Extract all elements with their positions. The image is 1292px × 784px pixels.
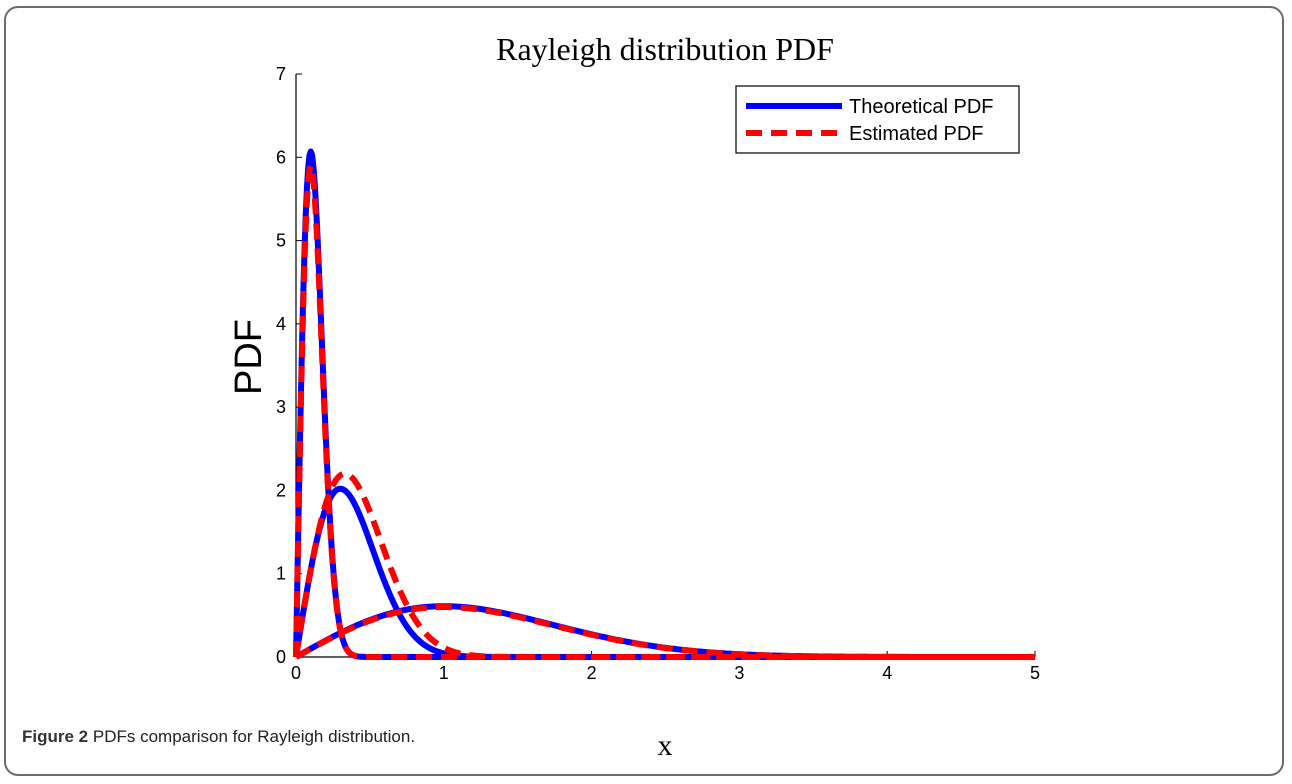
caption-text: PDFs comparison for Rayleigh distributio… [92,727,416,746]
chart-title: Rayleigh distribution PDF [496,31,834,67]
y-tick-label: 1 [276,564,286,584]
estimated-pdf-curve-2 [293,470,1037,660]
y-axis-label: PDF [228,319,270,395]
y-tick-label: 5 [276,231,286,251]
y-tick-label: 4 [276,314,286,334]
y-tick-label: 6 [276,147,286,167]
x-tick-label: 2 [587,663,597,683]
x-tick-label: 5 [1030,663,1040,683]
x-axis-label: x [658,729,673,762]
x-tick-label: 1 [439,663,449,683]
y-tick-label: 7 [276,64,286,84]
figure-caption: Figure 2 PDFs comparison for Rayleigh di… [22,727,415,747]
x-tick-label: 4 [882,663,892,683]
legend-box [735,85,1020,154]
legend-label: Estimated PDF [849,123,983,145]
theoretical-pdf-curve-2 [293,485,1037,660]
theoretical-pdf-curve-1 [293,148,1037,660]
y-tick-label: 2 [276,480,286,500]
legend-label: Theoretical PDF [849,96,994,118]
legend: Theoretical PDF Estimated PDF [735,85,1020,154]
axes [295,73,1036,658]
estimated-pdf-curve-1 [293,162,1037,660]
y-tick-label: 0 [276,647,286,667]
x-tick-label: 3 [734,663,744,683]
x-tick-label: 0 [291,663,301,683]
figure-frame [4,6,1284,776]
caption-label: Figure 2 [22,727,89,746]
estimated-pdf-curve-3 [294,604,1037,660]
tick-labels: 0 1 2 3 4 5 0 1 2 3 4 5 6 7 [276,64,1040,683]
plot-curves [293,148,1037,660]
y-tick-label: 3 [276,397,286,417]
